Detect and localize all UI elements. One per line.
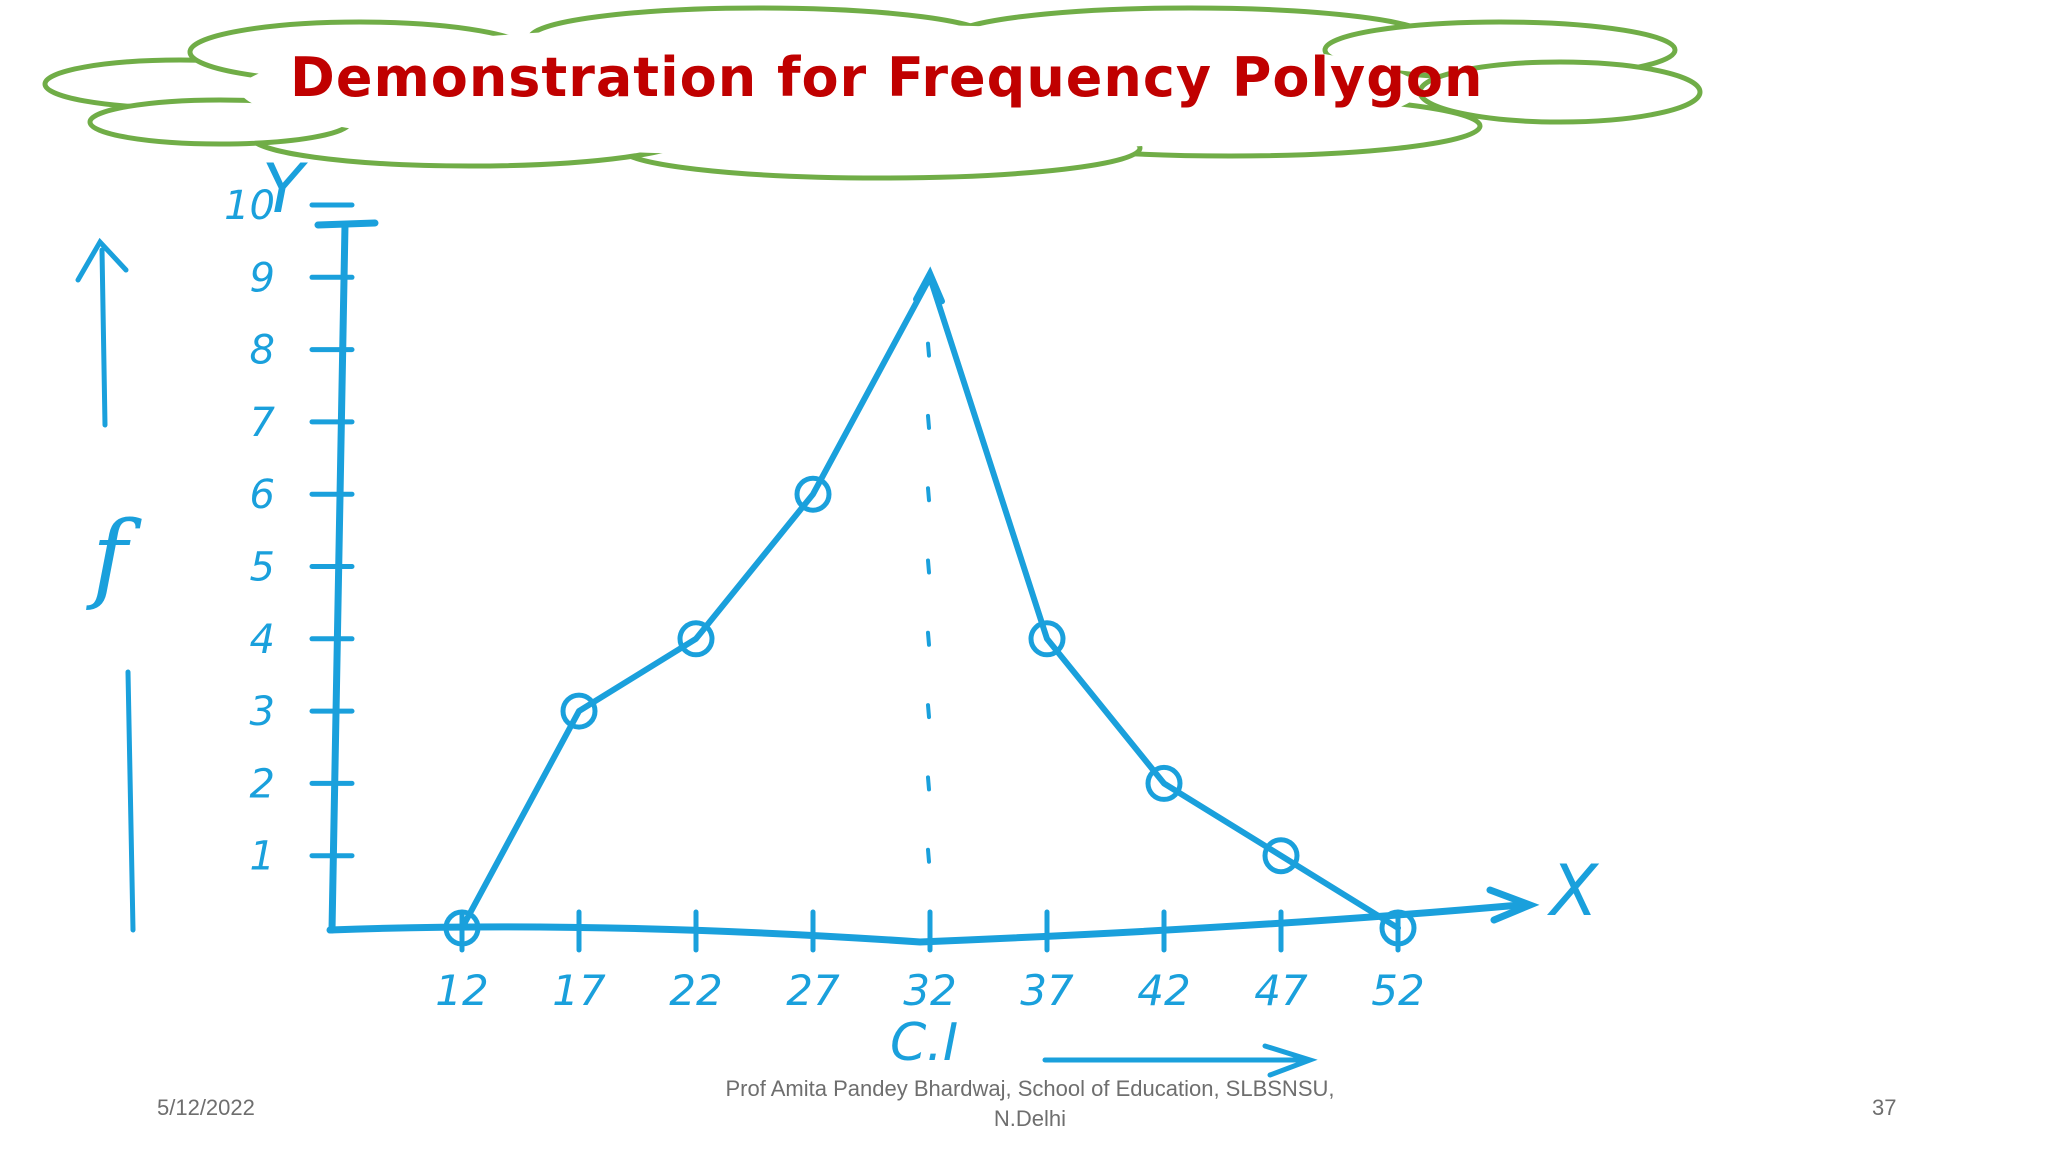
x-tick-label: 27 bbox=[786, 966, 840, 1015]
x-axis-arrowhead bbox=[1486, 886, 1540, 924]
data-point bbox=[677, 620, 715, 658]
data-point bbox=[1262, 837, 1300, 875]
peak-guide-dash bbox=[926, 630, 931, 647]
frequency-polygon-line bbox=[459, 274, 1401, 931]
footer-author: Prof Amita Pandey Bhardwaj, School of Ed… bbox=[725, 1076, 1335, 1131]
y-axis-line bbox=[328, 221, 349, 934]
peak-guide-dash bbox=[926, 558, 931, 575]
x-tick-label: 47 bbox=[1254, 966, 1308, 1015]
peak-guide-dash bbox=[926, 775, 931, 792]
y-axis-label: f bbox=[86, 501, 142, 613]
data-point bbox=[443, 909, 481, 947]
x-tick-label: 37 bbox=[1020, 966, 1074, 1015]
x-tick-label: 12 bbox=[435, 966, 488, 1015]
y-axis-cap bbox=[314, 219, 379, 229]
y-tick-label: 6 bbox=[250, 472, 275, 518]
data-point bbox=[1379, 909, 1417, 947]
y-tick-label: 5 bbox=[250, 545, 275, 591]
data-point bbox=[560, 692, 598, 730]
x-tick-label: 52 bbox=[1371, 966, 1424, 1015]
x-tick-label: 32 bbox=[903, 966, 956, 1015]
footer-date: 5/12/2022 bbox=[157, 1095, 255, 1120]
x-tick-label: 22 bbox=[669, 966, 722, 1015]
title-cloud bbox=[42, 5, 1703, 181]
x-tick-label: 42 bbox=[1137, 966, 1190, 1015]
y-tick-label: 2 bbox=[250, 761, 275, 807]
slide-title: Demonstration for Frequency Polygon bbox=[290, 46, 1484, 109]
frequency-arrow bbox=[75, 237, 136, 933]
data-point bbox=[1028, 620, 1066, 658]
ci-arrow-head bbox=[1262, 1043, 1318, 1078]
y-tick-label: 9 bbox=[250, 255, 275, 301]
peak-guide-dash bbox=[926, 486, 931, 503]
y-tick-label: 1 bbox=[250, 834, 275, 880]
x-axis-letter: X bbox=[1546, 850, 1600, 932]
peak-guide-dash bbox=[926, 341, 931, 358]
page-number: 37 bbox=[1872, 1095, 1897, 1120]
axes bbox=[314, 219, 1540, 1078]
data-point bbox=[794, 475, 832, 513]
peak-guide-dash bbox=[926, 413, 931, 430]
y-ticks: 1 2 3 4 5 6 7 8 9 10 bbox=[224, 183, 355, 880]
peak-guide-dash bbox=[926, 847, 931, 864]
x-axis-line bbox=[326, 901, 1524, 946]
data-points bbox=[443, 475, 1417, 947]
y-axis-letter: Y bbox=[262, 150, 308, 229]
y-tick-label: 3 bbox=[250, 689, 275, 735]
peak-guide-dash bbox=[926, 703, 931, 720]
guide-dots bbox=[913, 266, 945, 864]
y-tick-label: 7 bbox=[250, 400, 276, 446]
y-tick-label: 8 bbox=[250, 328, 275, 374]
x-ticks: 12 17 22 27 32 37 42 47 52 bbox=[435, 909, 1425, 1015]
data-point bbox=[1145, 764, 1183, 802]
x-axis-label: C.I bbox=[890, 1013, 958, 1073]
y-tick-label: 4 bbox=[250, 617, 275, 663]
x-tick-label: 17 bbox=[552, 966, 606, 1015]
y-tick-label: 10 bbox=[224, 183, 275, 229]
